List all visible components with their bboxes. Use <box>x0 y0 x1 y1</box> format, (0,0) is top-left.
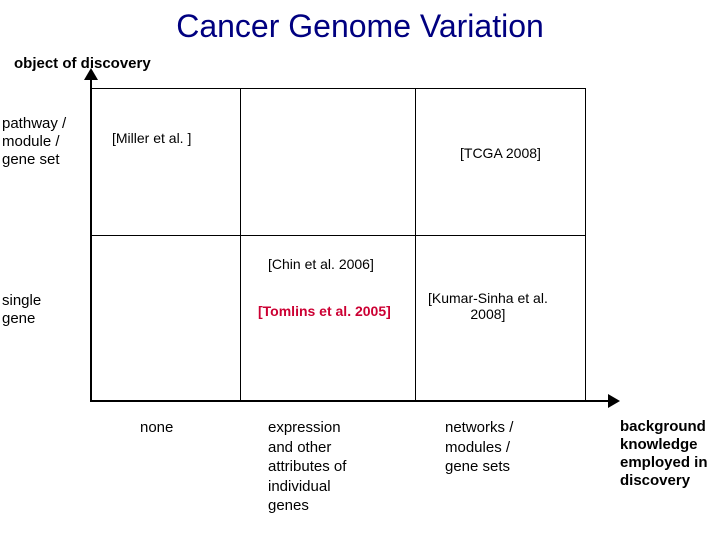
grid-right <box>585 88 586 401</box>
cell-r0c0: [Miller et al. ] <box>112 130 191 146</box>
x-axis-arrow <box>608 394 620 408</box>
x-axis-title: background knowledge employed in discove… <box>620 418 720 490</box>
x-label-2: networks / modules / gene sets <box>445 418 565 477</box>
y-axis-title: object of discovery <box>14 55 151 72</box>
cell-r1c2: [Kumar-Sinha et al. 2008] <box>428 290 548 322</box>
x-label-1: expression and other attributes of indiv… <box>268 418 398 516</box>
y-axis-line <box>90 75 92 400</box>
page-title: Cancer Genome Variation <box>0 8 720 45</box>
grid-col-div-2 <box>415 88 416 401</box>
cell-r1c1-bottom: [Tomlins et al. 2005] <box>258 303 391 319</box>
cell-r0c2: [TCGA 2008] <box>460 145 541 161</box>
y-label-0: pathway / module / gene set <box>2 115 82 169</box>
grid-top <box>90 88 585 89</box>
x-axis-line <box>90 400 610 402</box>
grid-col-div-1 <box>240 88 241 401</box>
y-axis-arrow <box>84 68 98 80</box>
grid-row-div <box>90 235 585 236</box>
cell-r1c1-top: [Chin et al. 2006] <box>268 256 374 272</box>
y-label-1: single gene <box>2 292 82 328</box>
x-label-0: none <box>140 418 173 438</box>
